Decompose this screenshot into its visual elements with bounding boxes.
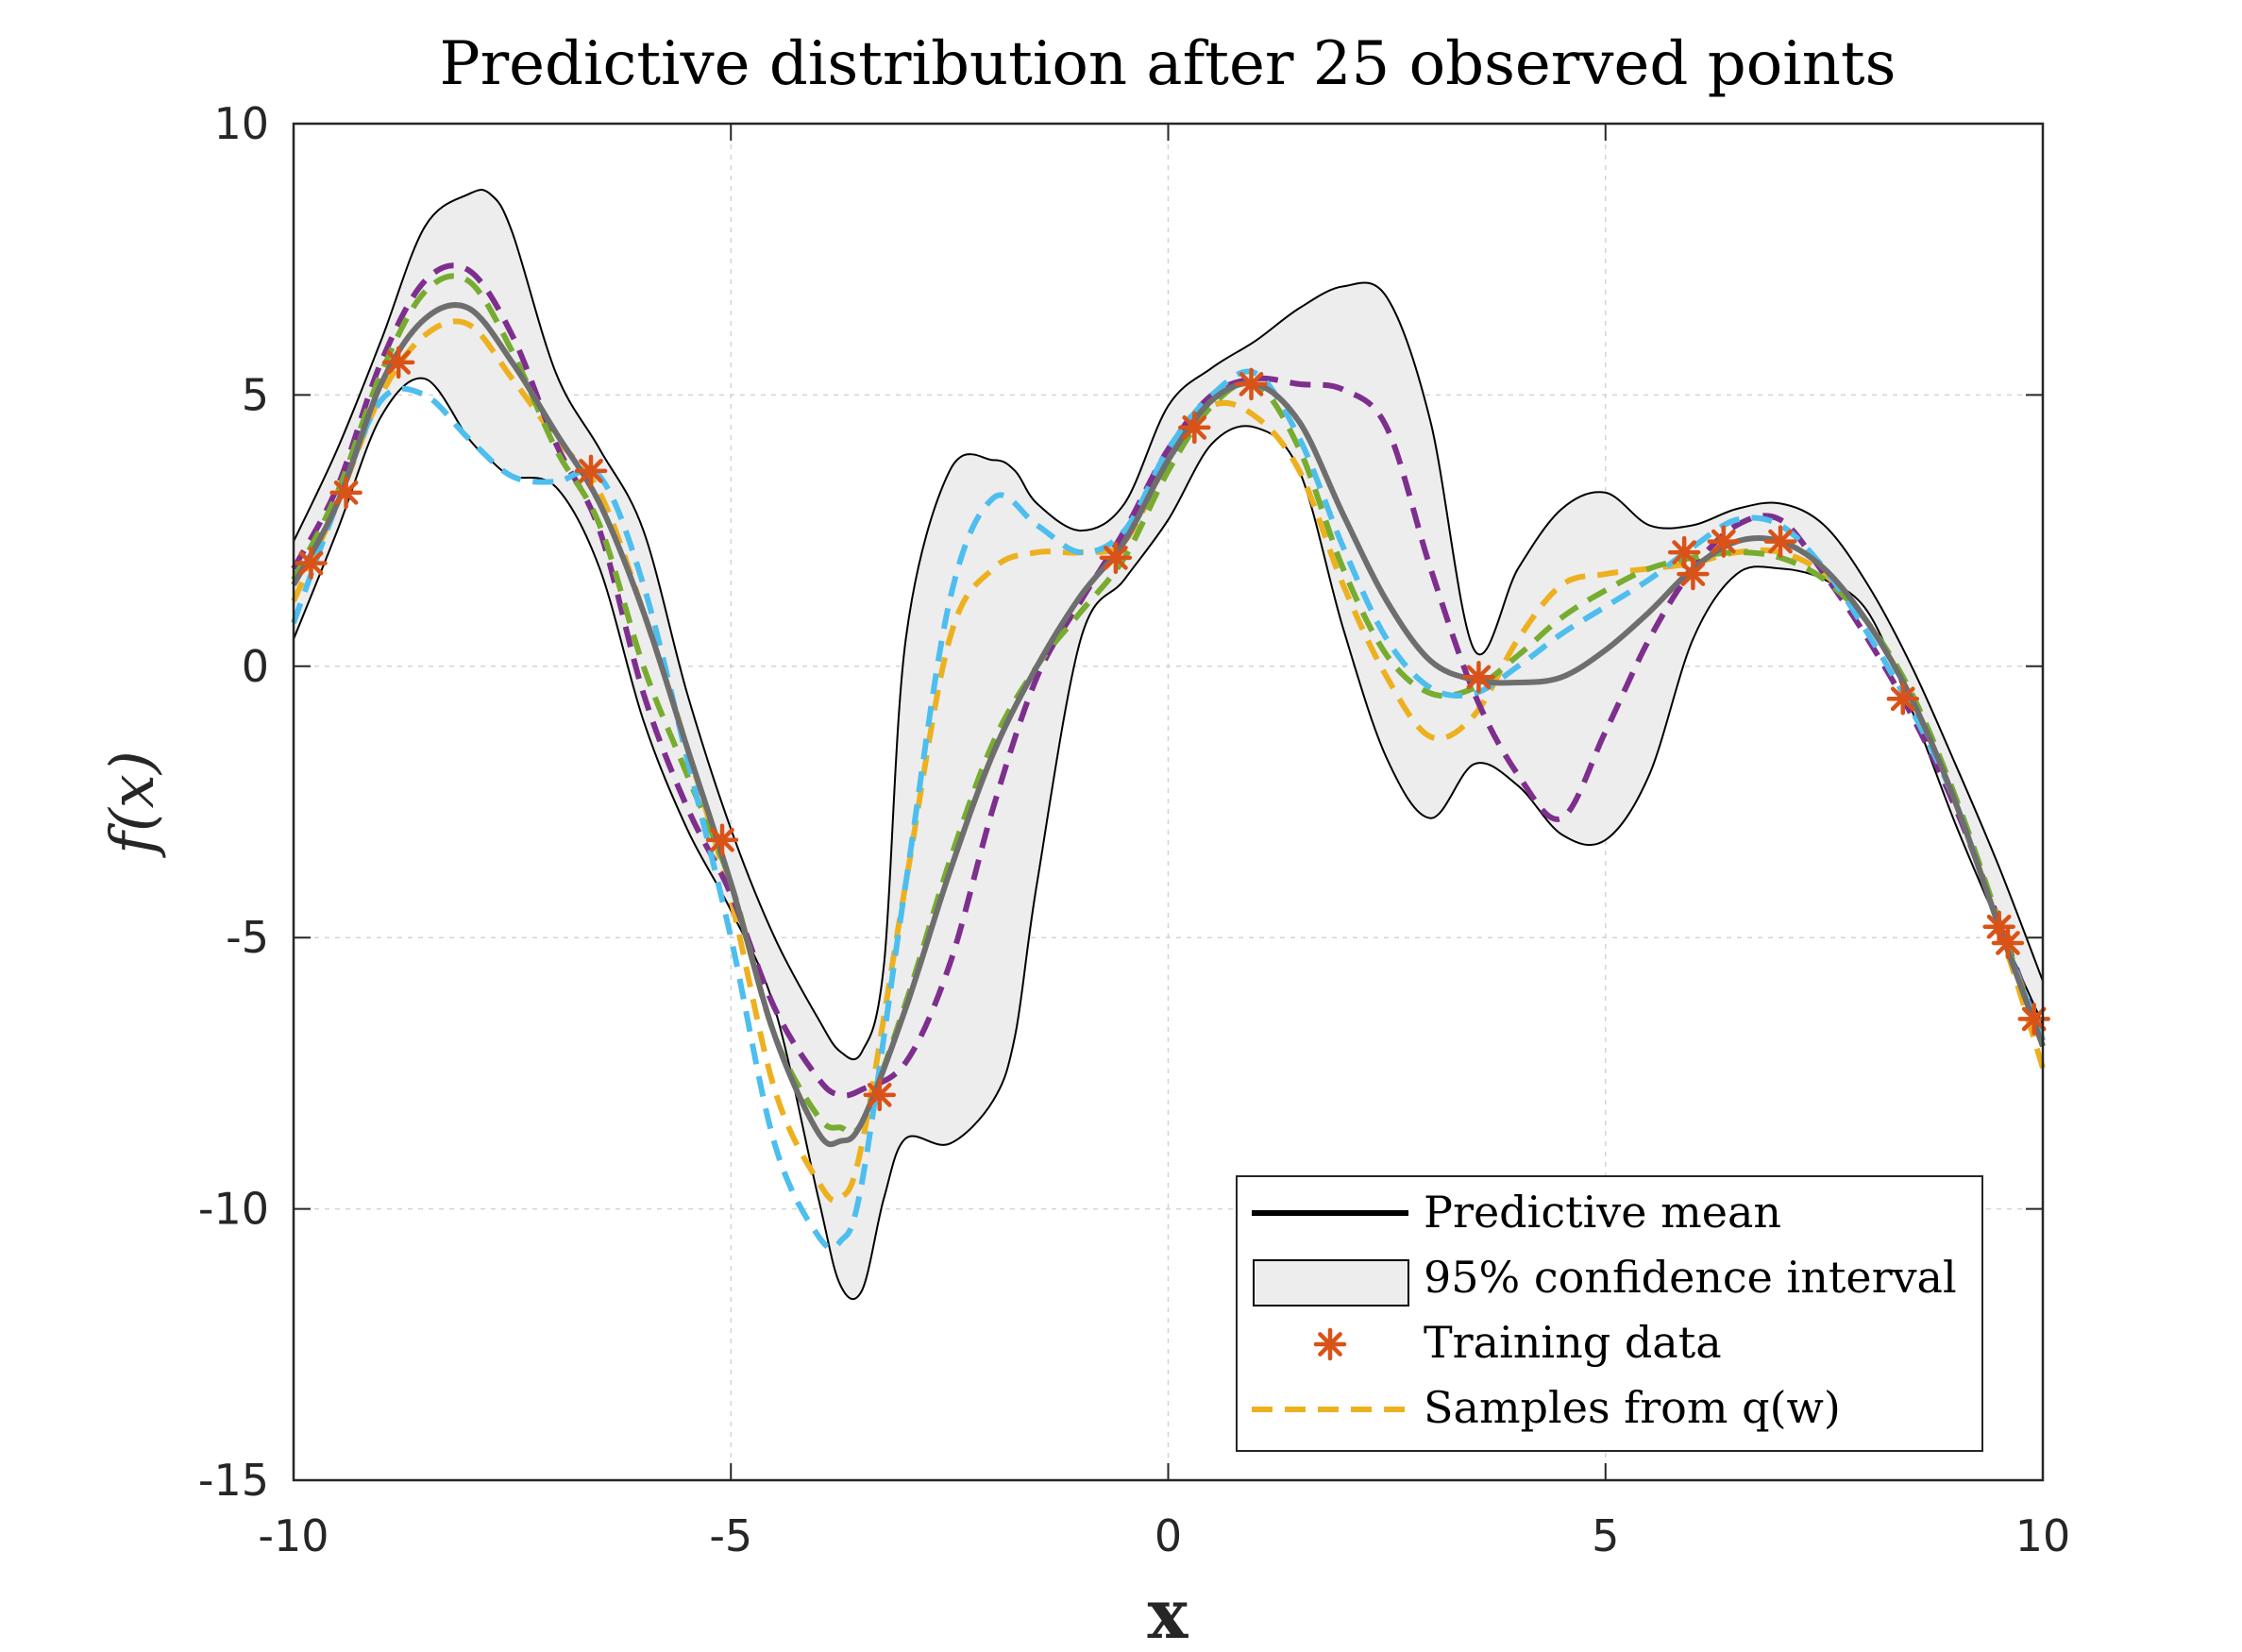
training-point-6 <box>1099 541 1133 575</box>
x-tick-label-2: 0 <box>1155 1510 1182 1561</box>
axis-ticks <box>293 123 2044 1481</box>
training-point-9 <box>1462 661 1495 694</box>
mean-line <box>291 302 2046 1148</box>
legend-label-band: 95% confidence interval <box>1424 1252 1957 1303</box>
y-tick-labels: -15 -10 -5 0 5 10 <box>198 98 269 1506</box>
legend-box <box>1236 1175 1983 1452</box>
y-tick-label-3: 0 <box>242 641 269 692</box>
training-point-1 <box>329 476 362 510</box>
chart-title: Predictive distribution after 25 observe… <box>440 29 1896 99</box>
x-tick-label-4: 10 <box>2015 1510 2071 1561</box>
training-point-10 <box>1667 535 1701 569</box>
confidence-band-lower <box>293 377 2044 1301</box>
x-tick-label-1: -5 <box>709 1510 752 1561</box>
sample-line-2 <box>291 273 2046 1137</box>
x-axis-label: x <box>1148 1574 1189 1652</box>
training-point-12 <box>1707 525 1741 558</box>
y-tick-label-4: 5 <box>242 369 269 420</box>
training-point-3 <box>574 454 608 488</box>
training-point-14 <box>1886 683 1920 716</box>
training-point-13 <box>1763 525 1797 558</box>
training-points <box>295 346 2050 1112</box>
confidence-band <box>293 189 2044 1301</box>
training-point-0 <box>295 547 328 580</box>
training-point-11 <box>1677 557 1710 591</box>
x-tick-labels: -10 -5 0 5 10 <box>258 1510 2070 1561</box>
x-tick-label-3: 5 <box>1592 1510 1619 1561</box>
legend-swatch-band <box>1253 1259 1409 1306</box>
legend-swatches <box>1252 1210 1409 1412</box>
training-point-8 <box>1235 367 1268 401</box>
y-tick-label-1: -10 <box>198 1184 269 1235</box>
legend-label-train: Training data <box>1424 1317 1722 1368</box>
sample-lines <box>291 262 2046 1252</box>
training-point-4 <box>705 823 739 856</box>
legend-swatch-train <box>1313 1327 1347 1361</box>
legend: Predictive mean 95% confidence interval … <box>1236 1175 1983 1452</box>
y-tick-label-5: 10 <box>213 98 269 149</box>
x-tick-label-0: -10 <box>258 1510 329 1561</box>
y-tick-label-2: -5 <box>226 912 269 963</box>
confidence-band-upper <box>293 189 2044 1061</box>
predictive-mean <box>291 302 2046 1148</box>
sample-line-3 <box>291 368 2046 1252</box>
sample-line-0 <box>291 318 2046 1204</box>
legend-label-mean: Predictive mean <box>1424 1187 1781 1238</box>
y-tick-label-0: -15 <box>198 1455 269 1506</box>
legend-label-samples: Samples from q(w) <box>1424 1382 1841 1433</box>
training-point-2 <box>381 346 415 379</box>
training-point-16 <box>1991 926 2025 960</box>
training-point-5 <box>863 1078 897 1112</box>
y-axis-label: f(x) <box>98 750 168 858</box>
training-point-7 <box>1178 411 1211 445</box>
confidence-band-fill <box>294 190 2043 1300</box>
